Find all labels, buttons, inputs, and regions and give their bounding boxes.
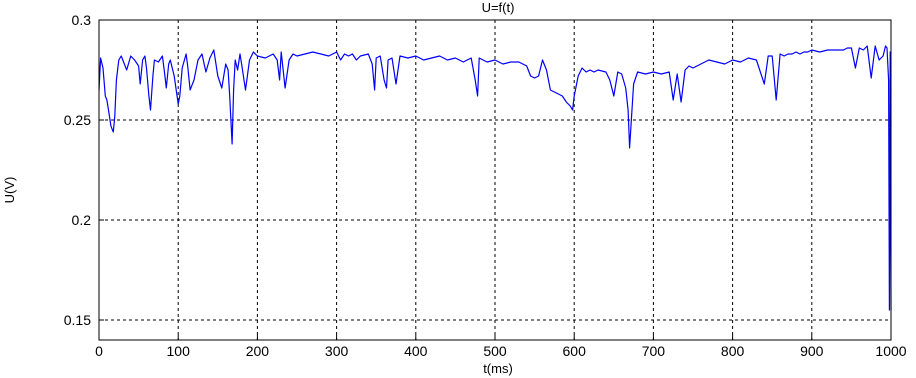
y-tick-label: 0.25 bbox=[64, 112, 91, 128]
x-tick-label: 700 bbox=[642, 343, 666, 359]
y-tick-label: 0.15 bbox=[64, 312, 91, 328]
x-tick-label: 300 bbox=[325, 343, 349, 359]
x-tick-label: 1000 bbox=[875, 343, 906, 359]
x-tick-label: 900 bbox=[800, 343, 824, 359]
axis-ticks: 0 100 200 300 400 500 600 700 800 900 1000 0.15 0.2 0… bbox=[64, 12, 907, 359]
chart-title: U=f(t) bbox=[482, 0, 515, 15]
x-tick-label: 200 bbox=[246, 343, 270, 359]
x-tick-label: 500 bbox=[483, 343, 507, 359]
grid bbox=[99, 20, 891, 340]
plot-lines bbox=[98, 45, 892, 311]
x-tick-label: 400 bbox=[404, 343, 428, 359]
y-tick-label: 0.3 bbox=[72, 12, 92, 28]
y-axis-title: U(V) bbox=[2, 177, 17, 204]
y-tick-label: 0.2 bbox=[72, 212, 92, 228]
series-line-0 bbox=[98, 45, 892, 311]
x-tick-label: 600 bbox=[563, 343, 587, 359]
x-tick-label: 0 bbox=[95, 343, 103, 359]
x-axis-title: t(ms) bbox=[483, 361, 513, 376]
x-tick-label: 800 bbox=[721, 343, 745, 359]
x-tick-label: 100 bbox=[167, 343, 191, 359]
plot-frame bbox=[98, 19, 892, 341]
